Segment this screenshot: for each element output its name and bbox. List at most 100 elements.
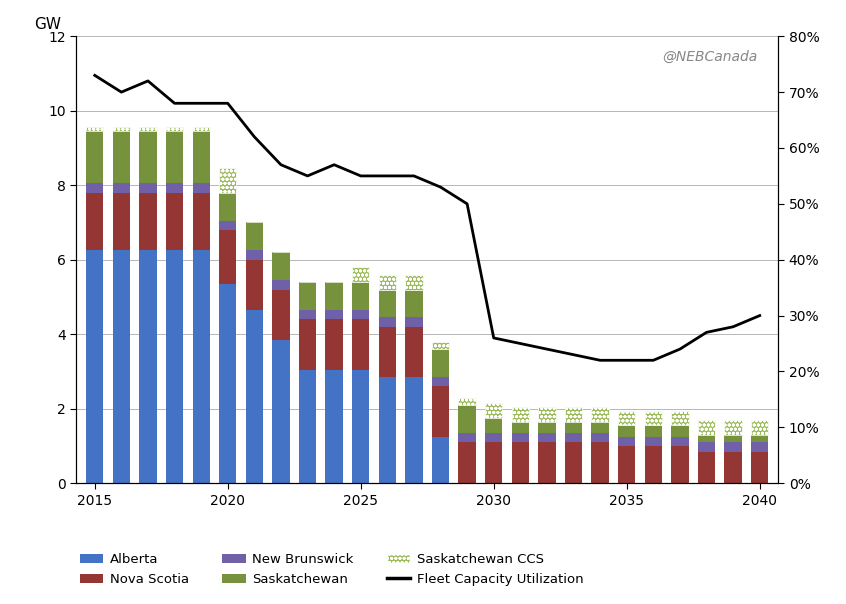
Bar — [485, 403, 503, 418]
Bar — [751, 452, 768, 483]
Bar — [166, 184, 184, 193]
Bar — [538, 422, 556, 433]
Bar — [645, 411, 662, 425]
Bar — [193, 127, 210, 131]
Bar — [379, 327, 396, 377]
Bar — [352, 370, 370, 483]
Fleet Capacity Utilization — [169, 100, 179, 107]
Bar — [618, 437, 635, 446]
Bar — [459, 442, 475, 483]
Bar — [299, 320, 316, 370]
Bar — [352, 267, 370, 282]
Bar — [113, 251, 130, 483]
Bar — [485, 418, 503, 433]
Bar — [140, 184, 157, 193]
Bar — [485, 442, 503, 483]
Bar — [299, 282, 316, 310]
Bar — [432, 342, 449, 349]
Bar — [565, 442, 582, 483]
Bar — [751, 420, 768, 435]
Bar — [113, 184, 130, 193]
Bar — [219, 169, 236, 193]
Bar — [352, 310, 370, 320]
Bar — [538, 407, 556, 422]
Fleet Capacity Utilization — [250, 133, 260, 140]
Bar — [432, 437, 449, 483]
Bar — [86, 127, 103, 131]
Bar — [698, 420, 715, 435]
Bar — [432, 387, 449, 437]
Fleet Capacity Utilization — [329, 161, 339, 169]
Bar — [245, 222, 263, 251]
Fleet Capacity Utilization — [143, 77, 153, 85]
Bar — [86, 131, 103, 184]
Fleet Capacity Utilization — [675, 345, 685, 353]
Bar — [193, 184, 210, 193]
Bar — [379, 275, 396, 289]
Bar — [166, 131, 184, 184]
Fleet Capacity Utilization — [515, 340, 525, 347]
Bar — [671, 437, 689, 446]
Bar — [459, 433, 475, 442]
Bar — [512, 433, 529, 442]
Bar — [299, 370, 316, 483]
Bar — [645, 437, 662, 446]
Bar — [671, 411, 689, 425]
Bar — [272, 252, 289, 280]
Bar — [538, 442, 556, 483]
Bar — [405, 289, 422, 318]
Fleet Capacity Utilization — [196, 100, 206, 107]
Fleet Capacity Utilization — [462, 201, 472, 208]
Bar — [724, 442, 742, 452]
Bar — [166, 251, 184, 483]
Bar — [645, 425, 662, 437]
Bar — [512, 422, 529, 433]
Fleet Capacity Utilization — [222, 100, 233, 107]
Bar — [591, 433, 609, 442]
Bar — [512, 442, 529, 483]
Bar — [724, 435, 742, 442]
Fleet Capacity Utilization — [701, 329, 711, 336]
Bar — [140, 251, 157, 483]
Fleet Capacity Utilization — [436, 184, 446, 191]
Bar — [166, 127, 184, 131]
Bar — [459, 397, 475, 405]
Bar — [565, 433, 582, 442]
Bar — [140, 127, 157, 131]
Bar — [113, 193, 130, 251]
Bar — [193, 251, 210, 483]
Bar — [538, 433, 556, 442]
Bar — [565, 422, 582, 433]
Bar — [219, 193, 236, 220]
Bar — [405, 327, 422, 377]
Fleet Capacity Utilization — [409, 172, 419, 179]
Bar — [432, 377, 449, 387]
Bar — [405, 275, 422, 289]
Bar — [724, 452, 742, 483]
Fleet Capacity Utilization — [569, 351, 579, 358]
Fleet Capacity Utilization — [303, 172, 313, 179]
Bar — [272, 280, 289, 289]
Fleet Capacity Utilization — [355, 172, 365, 179]
Bar — [113, 131, 130, 184]
Fleet Capacity Utilization — [276, 161, 286, 169]
Bar — [698, 442, 715, 452]
Bar — [245, 251, 263, 260]
Bar — [485, 433, 503, 442]
Bar — [751, 442, 768, 452]
Bar — [245, 260, 263, 310]
Bar — [352, 282, 370, 310]
Bar — [405, 377, 422, 483]
Fleet Capacity Utilization — [648, 356, 658, 364]
Bar — [219, 230, 236, 284]
Bar — [352, 320, 370, 370]
Bar — [219, 284, 236, 483]
Fleet Capacity Utilization — [90, 72, 100, 79]
Fleet Capacity Utilization — [755, 312, 765, 320]
Bar — [326, 310, 343, 320]
Bar — [379, 377, 396, 483]
Bar — [591, 442, 609, 483]
Bar — [326, 370, 343, 483]
Bar — [113, 127, 130, 131]
Bar — [618, 425, 635, 437]
